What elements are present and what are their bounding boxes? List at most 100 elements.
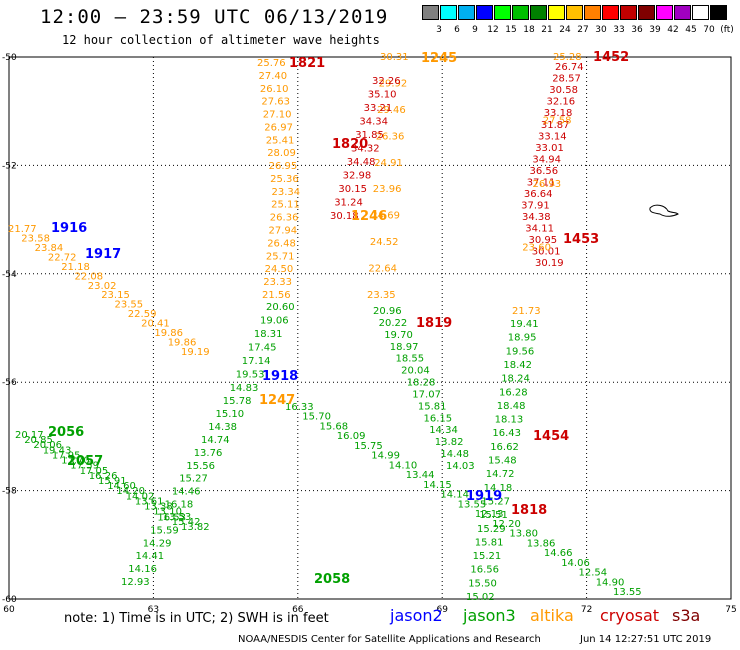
wave-height-label: 19.43 (43, 445, 72, 456)
legend-label: 70 (703, 25, 715, 35)
legend-label: 21 (541, 25, 553, 35)
wave-height-label: 15.78 (223, 396, 252, 407)
legend-swatch (566, 5, 583, 20)
wave-height-label: 25.11 (271, 200, 300, 211)
wave-height-label: 34.11 (525, 224, 554, 235)
pass-time-label: 1918 (262, 369, 298, 384)
wave-height-label: 25.28 (553, 52, 582, 63)
wave-height-label: 30.31 (380, 52, 409, 63)
wave-height-label: 20.04 (401, 366, 430, 377)
legend-swatch (512, 5, 529, 20)
wave-height-label: 23.33 (263, 277, 292, 288)
wave-height-label: 13.86 (527, 538, 556, 549)
pass-time-label: 1819 (416, 316, 452, 331)
wave-height-label: 14.14 (440, 490, 469, 501)
wave-height-label: 12.93 (121, 577, 150, 588)
wave-height-label: 35.10 (368, 90, 397, 101)
wave-height-label: 21.56 (262, 290, 291, 301)
wave-height-label: 15.48 (488, 456, 517, 467)
wave-height-label: 34.34 (359, 117, 388, 128)
wave-height-label: 26.10 (260, 84, 289, 95)
wave-height-label: 23.60 (522, 243, 551, 254)
wave-height-label: 18.24 (501, 374, 530, 385)
wave-height-label: 21.77 (8, 224, 37, 235)
legend-swatch (584, 5, 601, 20)
wave-height-label: 23.35 (367, 290, 396, 301)
wave-height-label: 18.55 (396, 354, 425, 365)
legend-jason2: jason2 (390, 606, 443, 625)
wave-height-label: 15.59 (150, 525, 179, 536)
wave-height-label: 28.09 (267, 148, 296, 159)
wave-height-label: 23.15 (101, 290, 130, 301)
wave-height-label: 25.76 (257, 58, 286, 69)
wave-height-label: 16.56 (470, 565, 499, 576)
legend-swatch (710, 5, 727, 20)
wave-height-label: 16.62 (490, 442, 519, 453)
legend-label: 12 (487, 25, 499, 35)
wave-height-label: 18.28 (407, 378, 436, 389)
legend-swatch (638, 5, 655, 20)
wave-height-label: 19.53 (236, 370, 265, 381)
wave-height-label: 26.36 (270, 213, 299, 224)
wave-height-label: 33.01 (535, 143, 564, 154)
footer-note: note: 1) Time is in UTC; 2) SWH is in fe… (64, 611, 329, 626)
wave-height-label: 17.95 (52, 450, 81, 461)
legend-swatch (656, 5, 673, 20)
wave-height-label: 27.40 (259, 71, 288, 82)
wave-height-label: 26.95 (269, 161, 298, 172)
wave-height-label: 19.06 (260, 316, 289, 327)
wave-height-label: 22.72 (48, 252, 77, 263)
wave-height-label: 14.20 (116, 486, 145, 497)
x-tick-label: 66 (292, 605, 304, 615)
wave-height-label: 19.56 (506, 346, 535, 357)
pass-time-label: 1245 (421, 51, 457, 66)
wave-height-label: 23.58 (21, 234, 50, 245)
legend-swatch (530, 5, 547, 20)
wave-height-label: 25.36 (270, 174, 299, 185)
legend-label: 33 (613, 25, 625, 35)
pass-time-label: 2056 (48, 425, 84, 440)
pass-time-label: 2058 (314, 572, 350, 587)
y-tick-label: -50 (2, 53, 17, 63)
wave-height-label: 13.55 (613, 587, 642, 598)
wave-height-label: 31.85 (355, 130, 384, 141)
legend-swatch (422, 5, 439, 20)
wave-height-label: 17.14 (242, 356, 271, 367)
wave-height-label: 13.38 (144, 502, 173, 513)
wave-height-label: 15.27 (481, 497, 510, 508)
wave-height-label: 15.81 (418, 401, 447, 412)
pass-time-label: 1246 (351, 209, 387, 224)
wave-height-label: 15.02 (466, 592, 495, 603)
legend-swatch (602, 5, 619, 20)
wave-height-label: 19.19 (181, 347, 210, 358)
footer-credit: NOAA/NESDIS Center for Satellite Applica… (238, 634, 541, 645)
y-tick-label: -58 (2, 487, 17, 497)
wave-height-label: 14.60 (107, 481, 136, 492)
wave-height-label: 19.41 (510, 319, 539, 330)
wave-height-label: 20.85 (24, 435, 53, 446)
wave-height-label: 13.80 (509, 529, 538, 540)
pass-time-label: 1452 (593, 50, 629, 65)
wave-height-label: 33.21 (364, 103, 393, 114)
wave-height-label: 30.01 (532, 247, 561, 258)
legend-label: 6 (454, 25, 460, 35)
legend-swatch (674, 5, 691, 20)
wave-height-label: 33.18 (544, 108, 573, 119)
wave-height-label: 26.48 (267, 238, 296, 249)
wave-height-label: 36.64 (524, 189, 553, 200)
legend-label: 27 (577, 25, 589, 35)
wave-height-label: 12.54 (579, 568, 608, 579)
x-tick-label: 75 (725, 605, 736, 615)
y-tick-label: -54 (2, 270, 17, 280)
wave-height-label: 26.36 (376, 131, 405, 142)
wave-height-label: 14.18 (484, 483, 513, 494)
pass-time-label: 1818 (511, 503, 547, 518)
wave-height-label: 17.05 (80, 466, 109, 477)
wave-height-label: 15.75 (354, 441, 383, 452)
wave-height-label: 14.15 (423, 480, 452, 491)
wave-height-label: 19.86 (154, 328, 183, 339)
wave-height-label: 12.20 (492, 519, 521, 530)
wave-height-label: 17.07 (412, 390, 441, 401)
wave-height-label: 37.91 (521, 201, 550, 212)
